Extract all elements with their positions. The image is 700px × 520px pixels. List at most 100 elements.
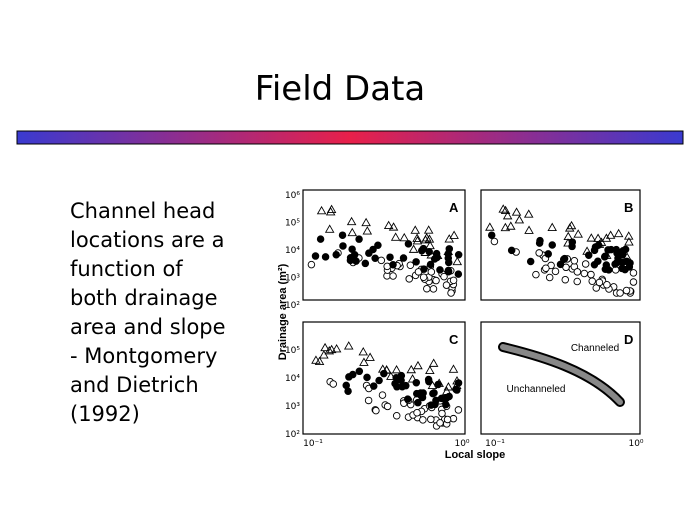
scatter-illustration xyxy=(587,270,595,279)
scatter-illustration xyxy=(369,245,377,254)
scatter-illustration xyxy=(593,233,603,242)
scatter-illustration xyxy=(547,222,557,231)
scatter-illustration xyxy=(622,252,632,261)
scatter-illustration xyxy=(442,394,451,402)
scatter-illustration xyxy=(586,233,597,242)
scatter-illustration xyxy=(412,258,420,266)
scatter-illustration xyxy=(326,204,337,213)
scatter-illustration xyxy=(375,376,383,385)
scatter-illustration xyxy=(372,406,380,415)
scatter-illustration xyxy=(307,260,316,269)
scatter-illustration xyxy=(399,254,408,262)
scatter-illustration xyxy=(436,419,444,427)
scatter-illustration xyxy=(449,230,459,239)
scatter-illustration xyxy=(427,380,438,389)
scatter-illustration xyxy=(428,358,439,367)
scatter-illustration xyxy=(454,270,463,278)
scatter-illustration xyxy=(582,246,592,255)
scatter-illustration xyxy=(601,250,612,259)
scatter-illustration xyxy=(361,259,370,268)
annotation: Channeled xyxy=(571,343,619,354)
scatter-illustration xyxy=(311,252,320,260)
scatter-illustration xyxy=(563,238,573,247)
scatter-illustration xyxy=(532,270,540,279)
scatter-illustration xyxy=(423,225,434,234)
scatter-illustration xyxy=(338,231,347,239)
scatter-illustration xyxy=(386,253,394,261)
scatter-illustration xyxy=(390,232,401,241)
scatter-illustration xyxy=(424,375,433,384)
scatter-illustration xyxy=(548,241,557,249)
scatter-illustration xyxy=(319,350,329,359)
x-tick-label: 10⁰ xyxy=(454,439,469,449)
body-line: function of xyxy=(70,257,183,281)
scatter-illustration xyxy=(425,365,435,375)
scatter-illustration xyxy=(451,380,462,389)
scatter-illustration xyxy=(414,398,422,407)
scatter-illustration xyxy=(511,207,522,216)
scatter-illustration xyxy=(397,371,406,380)
divider-bar xyxy=(16,130,684,145)
scatter-illustration xyxy=(448,364,459,373)
scatter-illustration xyxy=(343,341,354,350)
scatter-illustration xyxy=(392,412,401,420)
scatter-illustration xyxy=(594,257,602,265)
scatter-illustration xyxy=(365,352,375,361)
scatter-illustration xyxy=(506,221,516,230)
scatter-illustration xyxy=(454,406,463,414)
scatter-illustration xyxy=(441,386,452,395)
scatter-illustration xyxy=(502,210,513,220)
scatter-illustration xyxy=(561,275,570,284)
scatter-illustration xyxy=(314,356,325,365)
scatter-illustration xyxy=(573,229,583,238)
scatter-illustration xyxy=(339,242,347,250)
scatter-illustration xyxy=(623,257,631,266)
scatter-illustration xyxy=(592,284,601,292)
panel-label: B xyxy=(624,200,633,215)
y-tick-label: 10⁵ xyxy=(285,219,300,229)
panel-frame xyxy=(302,189,466,301)
scatter-illustration xyxy=(440,272,448,281)
scatter-illustration xyxy=(449,276,458,285)
y-tick-label: 10² xyxy=(285,301,300,311)
scatter-illustration xyxy=(454,251,463,259)
scatter-illustration xyxy=(580,269,589,278)
scatter-illustration xyxy=(611,260,619,268)
scatter-illustration xyxy=(436,266,444,274)
scatter-illustration xyxy=(377,256,386,265)
scatter-illustration xyxy=(594,239,605,248)
y-tick-label: 10³ xyxy=(285,402,300,412)
scatter-illustration xyxy=(434,378,444,387)
body-text: Channel head locations are a function of bo… xyxy=(70,199,226,426)
scatter-illustration xyxy=(566,220,577,230)
scatter-illustration xyxy=(320,342,330,352)
scatter-illustration xyxy=(617,248,626,257)
scatter-illustration xyxy=(419,416,427,424)
scatter-illustration xyxy=(426,260,435,269)
scatter-illustration xyxy=(316,235,325,243)
scatter-illustration xyxy=(523,209,534,218)
scatter-illustration xyxy=(423,284,431,293)
scatter-illustration xyxy=(444,258,453,267)
x-axis-label: Local slope xyxy=(445,449,506,461)
scatter-illustration xyxy=(603,280,611,289)
scatter-illustration xyxy=(386,371,396,380)
scatter-illustration xyxy=(429,285,438,293)
scatter-illustration xyxy=(344,387,352,395)
scatter-illustration xyxy=(570,256,579,265)
scatter-illustration xyxy=(432,250,443,259)
panel-frame xyxy=(480,189,641,301)
scatter-illustration xyxy=(358,347,369,356)
panel-label: D xyxy=(624,332,633,347)
scatter-illustration xyxy=(399,232,410,242)
scatter-illustration xyxy=(420,265,428,273)
y-axis-label: Drainage area (m²) xyxy=(277,263,289,360)
body-line: and Dietrich xyxy=(70,373,199,397)
scatter-illustration xyxy=(374,241,382,249)
scatter-illustration xyxy=(355,367,364,376)
panel-frame xyxy=(480,321,641,435)
scatter-illustration xyxy=(413,408,421,417)
scatter-illustration xyxy=(526,257,535,266)
scatter-illustration xyxy=(361,217,371,227)
